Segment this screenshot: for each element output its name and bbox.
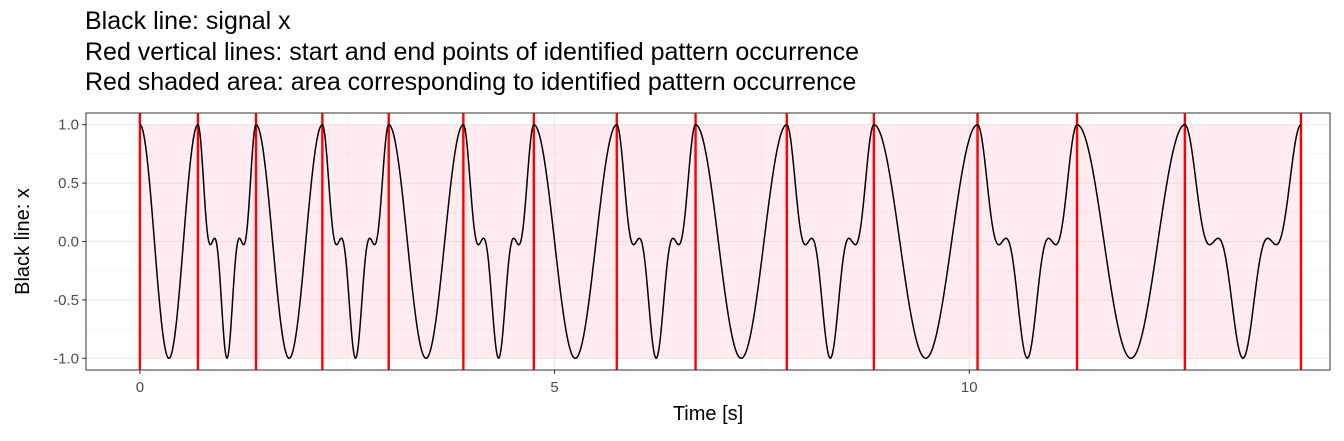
title-line-2: Red vertical lines: start and end points… bbox=[85, 37, 860, 66]
chart-title: Black line: signal x Red vertical lines:… bbox=[85, 6, 859, 98]
y-tick-label: -1.0 bbox=[53, 350, 79, 367]
signal-layer bbox=[139, 123, 1302, 360]
y-tick-label: -0.5 bbox=[53, 292, 79, 309]
vertical-lines-layer bbox=[138, 113, 1303, 370]
title-line-3: Red shaded area: area corresponding to i… bbox=[85, 68, 857, 96]
y-tick-label: 1.0 bbox=[58, 117, 79, 134]
x-tick-label: 0 bbox=[136, 379, 144, 396]
x-axis-title: Time [s] bbox=[673, 403, 743, 425]
title-line-1: Black line: signal x bbox=[85, 7, 291, 35]
x-axis: 0 5 10 bbox=[136, 370, 978, 396]
shaded-area-layer bbox=[139, 124, 1301, 359]
shaded-area bbox=[139, 124, 1301, 359]
signal-line bbox=[139, 123, 1302, 360]
y-tick-label: 0.0 bbox=[58, 234, 79, 251]
grid-major bbox=[86, 113, 1330, 370]
y-axis-title: Black line: x bbox=[12, 188, 34, 295]
x-tick-label: 5 bbox=[550, 379, 558, 396]
y-tick-label: 0.5 bbox=[58, 175, 79, 192]
y-axis: 1.0 0.5 0.0 -0.5 -1.0 bbox=[53, 117, 86, 367]
x-tick-label: 10 bbox=[961, 379, 978, 396]
